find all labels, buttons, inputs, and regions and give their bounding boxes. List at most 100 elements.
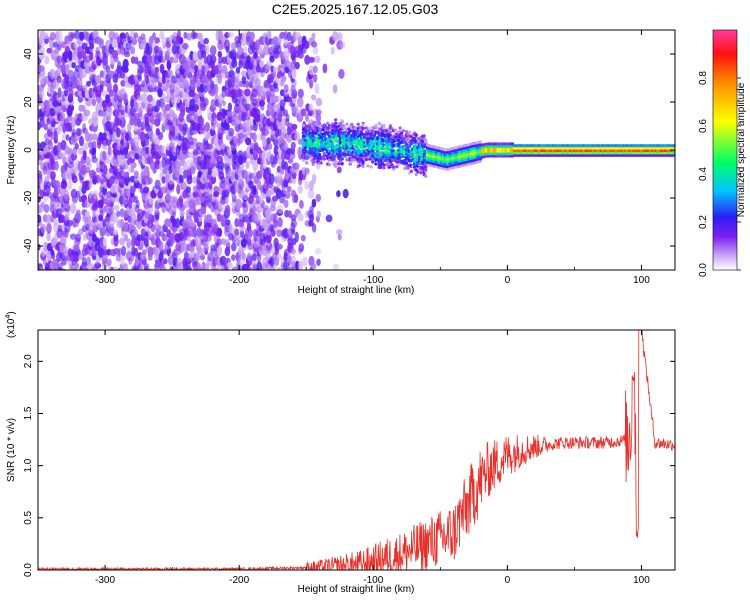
spectrogram-cell	[169, 69, 174, 78]
spectrogram-cell	[129, 74, 136, 86]
spectrogram-cell	[311, 32, 316, 40]
spectrogram-ridge-cell	[424, 138, 428, 142]
spectrogram-cell	[111, 184, 118, 194]
spectrogram-ridge-cell	[406, 137, 410, 141]
spectrogram-ridge-cell	[345, 122, 349, 126]
spectrogram-cell	[45, 214, 52, 225]
spectrogram-cell	[84, 131, 90, 142]
spectrogram-cell	[143, 165, 150, 177]
spectrogram-cell	[157, 81, 163, 89]
spectrogram-cell	[66, 219, 73, 227]
spectrogram-cell	[57, 87, 62, 98]
spectrogram-cell	[158, 240, 164, 252]
spectrogram-cell	[57, 262, 63, 270]
spectrogram-cell	[91, 133, 98, 141]
spectrogram-ridge-cell	[364, 158, 368, 162]
spectrogram-cell	[297, 88, 304, 99]
spectrogram-cell	[106, 248, 112, 256]
spectrogram-cell	[258, 99, 265, 107]
spectrogram-cell	[241, 75, 247, 85]
spectrogram-cell	[191, 176, 198, 184]
spectrogram-cell	[275, 188, 282, 200]
spectrogram-cell	[123, 263, 128, 270]
spectrogram-cell	[140, 131, 146, 142]
spectrogram-cell	[294, 231, 299, 243]
spectrogram-cell	[244, 103, 251, 111]
spectrogram-ridge-cell	[361, 164, 365, 168]
spectrogram-cell	[312, 46, 319, 55]
spectrogram-cell	[38, 214, 42, 223]
spectrogram-cell	[266, 167, 271, 176]
spectrogram-cell	[281, 117, 286, 127]
spectrogram-cell	[248, 229, 253, 238]
spectrogram-cell	[126, 130, 132, 142]
spectrogram-cell	[154, 66, 159, 73]
colorbar-frame	[712, 29, 738, 271]
spectrogram-cell	[56, 75, 62, 84]
spectrogram-cell	[133, 170, 139, 180]
spectrogram-cell	[316, 258, 321, 266]
spectrogram-cell	[210, 175, 217, 185]
spectrogram-cell	[304, 167, 310, 175]
spectrogram-cell	[119, 114, 126, 121]
spectrogram-cell	[245, 137, 252, 146]
spectrogram-cell	[168, 165, 173, 175]
spectrogram-cell	[137, 244, 144, 251]
spectrogram-cell	[74, 143, 79, 150]
spectrogram-ridge-cell	[424, 165, 428, 169]
spectrogram-cell	[101, 90, 108, 97]
spectrogram-cell	[221, 64, 228, 74]
spectrogram-cell	[133, 195, 139, 204]
spectrogram-cell	[279, 195, 286, 204]
spectrogram-cell	[182, 56, 188, 65]
spectrogram-cell	[161, 266, 168, 270]
spectrogram-cell	[241, 31, 247, 39]
spectrogram-cell	[59, 152, 66, 159]
spectrogram-cell	[89, 50, 94, 61]
spectrogram-cell	[238, 80, 244, 88]
spectrogram-ridge-cell	[340, 162, 344, 166]
spectrogram-cell	[200, 123, 206, 131]
spectrogram-cell	[95, 89, 102, 98]
spectrogram-cell	[199, 38, 204, 45]
spectrogram-cell	[166, 229, 172, 238]
spectrogram-cell	[216, 227, 223, 237]
spectrogram-cell	[195, 243, 202, 252]
spectrogram-ridge-cell	[417, 155, 421, 159]
spectrogram-ridge-cell	[311, 133, 315, 137]
spectrogram-cell	[336, 229, 343, 236]
spectrogram-cell	[153, 45, 160, 54]
spectrogram-ridge-cell	[414, 155, 418, 159]
snr-x-label: Height of straight line (km)	[298, 584, 415, 595]
spectrogram-cell	[216, 213, 222, 222]
spectrogram-cell	[108, 204, 114, 215]
spectrogram-cell	[158, 225, 164, 232]
spectrogram-cell	[237, 137, 244, 144]
spectrogram-cell	[314, 247, 322, 255]
spectrogram-cell	[269, 224, 275, 232]
spectrogram-cell	[224, 39, 231, 51]
spectrogram-cells	[38, 30, 349, 270]
spectrogram-cell	[309, 79, 314, 89]
spectrogram-cell	[77, 147, 84, 155]
spectrogram-cell	[178, 37, 184, 45]
spectrogram-cell	[290, 214, 297, 222]
snr-scale-label: (x104)	[5, 311, 17, 338]
spectrogram-cell	[282, 227, 289, 239]
spectrogram-cell	[107, 145, 112, 156]
spectrogram-cell	[161, 92, 166, 104]
spectrogram-cell	[231, 254, 236, 261]
spectrogram-cell	[237, 123, 244, 130]
spectrogram-cell	[43, 123, 49, 131]
spectrogram-cell	[171, 218, 177, 228]
spectrogram-cell	[269, 89, 276, 98]
spectrogram-cell	[154, 37, 160, 44]
spectrogram-cell	[225, 219, 231, 226]
spectrogram-cell	[304, 54, 311, 65]
spectrogram-ridge-cell	[301, 158, 306, 162]
spectrogram-cell	[103, 164, 108, 175]
spectrogram-cell	[227, 156, 233, 167]
spectrogram-cell	[338, 68, 345, 79]
spectrogram-cell	[119, 237, 126, 246]
spectrogram-cell	[188, 137, 195, 146]
